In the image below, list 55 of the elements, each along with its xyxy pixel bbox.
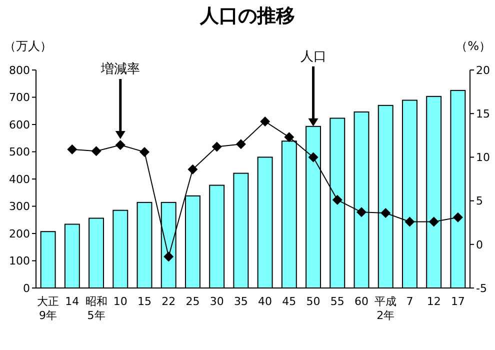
x-tick-label: 60 bbox=[354, 295, 368, 308]
point bbox=[140, 146, 150, 157]
y-tick-label: 200 bbox=[9, 227, 30, 240]
x-tick-label: 12 bbox=[426, 295, 441, 308]
point bbox=[452, 212, 463, 222]
x-tick-label: 50 bbox=[306, 295, 320, 308]
x-tick-label: 45 bbox=[282, 295, 296, 308]
point bbox=[236, 139, 246, 150]
point bbox=[308, 152, 318, 162]
y-tick-label: 100 bbox=[9, 254, 30, 268]
point bbox=[91, 146, 102, 156]
point bbox=[404, 216, 415, 227]
y-axis-title: （万人） bbox=[4, 39, 52, 53]
x-tick-label: 14 bbox=[65, 295, 80, 308]
x-tick-label: 17 bbox=[450, 295, 465, 308]
x-tick-label: 40 bbox=[258, 295, 272, 308]
annotation: 増減率 bbox=[100, 60, 140, 77]
point bbox=[380, 208, 391, 218]
y2-tick-label: -5 bbox=[476, 282, 487, 295]
x-tick-label: 大正 9年 bbox=[37, 295, 60, 322]
y2-tick-label: 5 bbox=[476, 194, 483, 208]
x-tick-label: 15 bbox=[138, 295, 152, 308]
point bbox=[332, 194, 342, 205]
point bbox=[164, 252, 174, 262]
x-tick-label: 昭和 5年 bbox=[85, 295, 108, 322]
y-tick-label: 700 bbox=[9, 91, 30, 104]
y-tick-label: 800 bbox=[9, 64, 30, 77]
point bbox=[188, 164, 198, 174]
x-tick-label: 10 bbox=[113, 295, 128, 308]
x-tick-label: 35 bbox=[234, 295, 248, 308]
x-tick-label: 30 bbox=[210, 295, 224, 308]
y-tick-label: 300 bbox=[9, 200, 30, 214]
y2-tick-label: 10 bbox=[476, 151, 490, 164]
point bbox=[284, 132, 294, 142]
y2-axis-title: （%） bbox=[456, 39, 491, 53]
point bbox=[115, 140, 126, 150]
x-tick-label: 55 bbox=[330, 295, 344, 308]
point bbox=[428, 216, 439, 227]
y-tick-label: 400 bbox=[9, 172, 30, 186]
y-tick-label: 500 bbox=[9, 146, 30, 159]
chart-title: 人口の推移 bbox=[199, 5, 295, 27]
point bbox=[356, 207, 366, 218]
y2-tick-label: 15 bbox=[476, 107, 490, 120]
x-tick-label: 7 bbox=[406, 295, 414, 308]
x-tick-label: 22 bbox=[162, 295, 176, 308]
annotation: 人口 bbox=[300, 49, 326, 64]
y2-tick-label: 0 bbox=[476, 238, 483, 252]
y-tick-label: 600 bbox=[9, 118, 30, 132]
y-tick-label: 0 bbox=[23, 282, 30, 295]
point bbox=[212, 142, 222, 152]
point bbox=[260, 116, 270, 126]
x-tick-label: 平成 2年 bbox=[374, 295, 397, 322]
y2-tick-label: 20 bbox=[476, 64, 490, 77]
point bbox=[67, 144, 78, 154]
x-tick-label: 25 bbox=[186, 295, 200, 308]
